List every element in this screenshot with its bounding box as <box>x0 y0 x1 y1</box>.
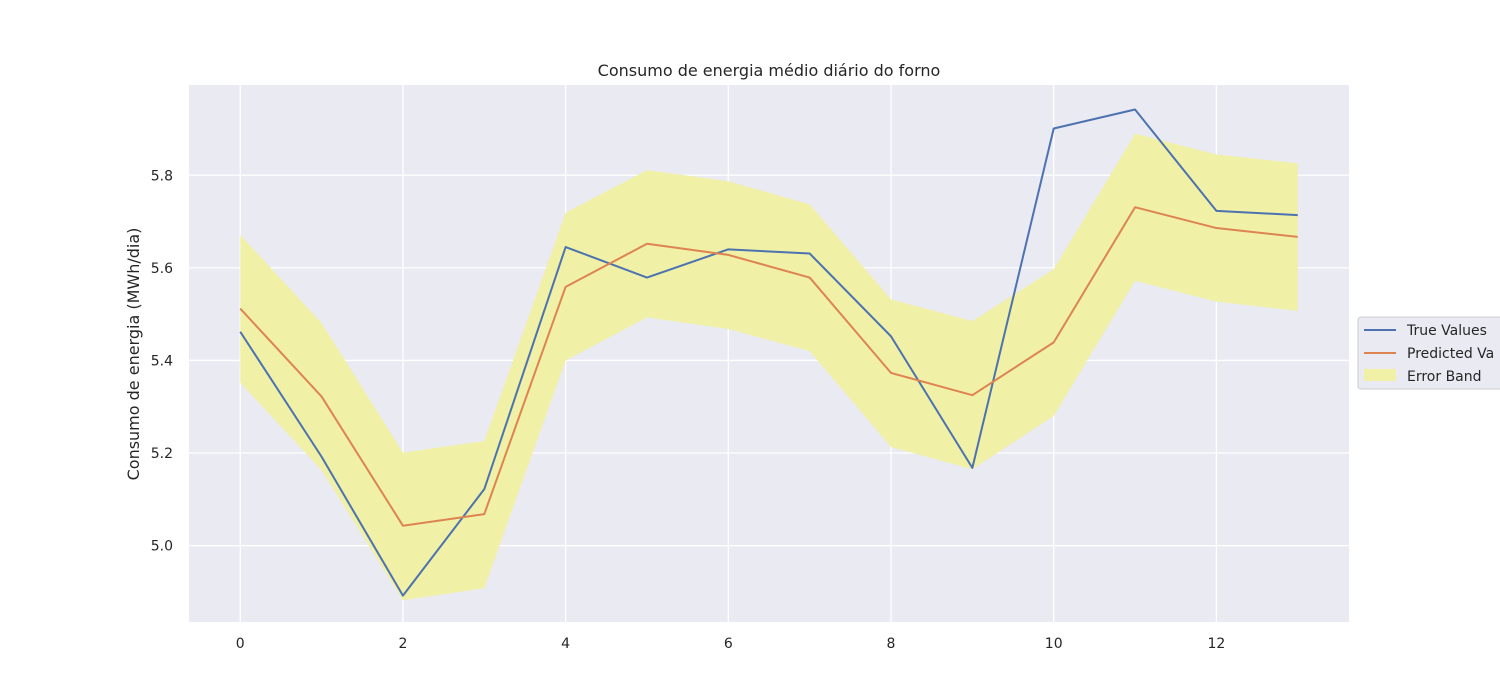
series-lines <box>239 108 1298 597</box>
y-axis-ticks: 5.0 5.2 5.4 5.6 5.8 <box>151 168 173 554</box>
x-tick-label: 2 <box>398 636 407 652</box>
y-axis-label: Consumo de energia (MWh/dia) <box>124 228 143 481</box>
x-tick-label: 12 <box>1207 636 1225 652</box>
y-tick-label: 5.4 <box>151 353 173 369</box>
chart-title: Consumo de energia médio diário do forno <box>598 61 941 80</box>
x-tick-label: 6 <box>724 636 733 652</box>
series-line-0 <box>239 108 1298 597</box>
x-tick-label: 8 <box>887 636 896 652</box>
error-band <box>240 133 1298 601</box>
y-tick-label: 5.2 <box>151 446 173 462</box>
x-tick-label: 10 <box>1045 636 1063 652</box>
legend-label-error-band: Error Band <box>1407 369 1482 385</box>
series-line-1 <box>239 206 1298 527</box>
x-axis-ticks: 0 2 4 6 8 10 12 <box>236 636 1226 652</box>
legend-label-true-values: True Values <box>1406 323 1487 339</box>
x-tick-label: 4 <box>561 636 570 652</box>
legend-label-predicted-values: Predicted Va <box>1407 346 1494 362</box>
y-tick-label: 5.6 <box>151 261 173 277</box>
x-tick-label: 0 <box>236 636 245 652</box>
legend: True Values Predicted Va Error Band <box>1357 316 1500 390</box>
legend-swatch-error-band <box>1364 369 1396 381</box>
y-tick-label: 5.8 <box>151 168 173 184</box>
y-tick-label: 5.0 <box>151 539 173 555</box>
